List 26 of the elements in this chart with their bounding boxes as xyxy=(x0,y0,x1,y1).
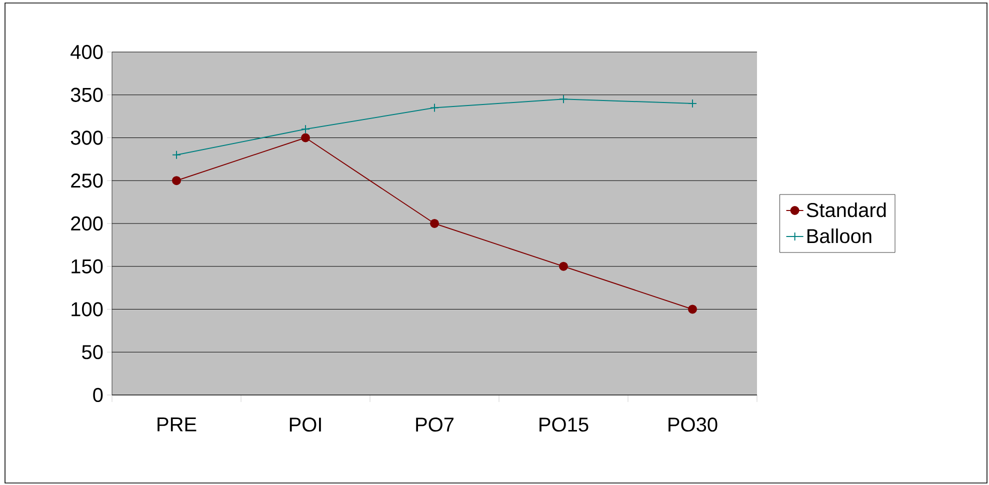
point xyxy=(688,304,697,314)
x-tick-label: PO15 xyxy=(540,418,588,432)
x-tick-label: PO30 xyxy=(668,418,718,432)
y-tick-label: 350 xyxy=(70,88,103,102)
point xyxy=(430,103,440,112)
point xyxy=(172,150,182,160)
y-tick-label: 50 xyxy=(82,345,103,360)
point xyxy=(688,98,697,108)
point xyxy=(172,176,182,186)
x-tick-label: PRE xyxy=(158,418,196,432)
y-tick-label: 150 xyxy=(72,259,103,274)
x-tick-label: POI xyxy=(290,418,321,432)
y-tick-label: 200 xyxy=(71,216,103,231)
y-tick-label: 300 xyxy=(70,130,103,145)
legend-label: Balloon xyxy=(807,228,872,244)
y-tick-label: 100 xyxy=(72,302,103,316)
y-tick-label: 0 xyxy=(93,388,103,402)
point xyxy=(301,133,310,142)
point xyxy=(301,124,310,134)
point xyxy=(430,218,440,228)
point xyxy=(559,94,568,104)
point xyxy=(559,262,568,271)
y-tick-label: 400 xyxy=(70,44,103,60)
legend-label: Standard xyxy=(806,202,886,218)
y-tick-label: 250 xyxy=(71,174,103,188)
x-tick-label: PO7 xyxy=(416,418,454,432)
